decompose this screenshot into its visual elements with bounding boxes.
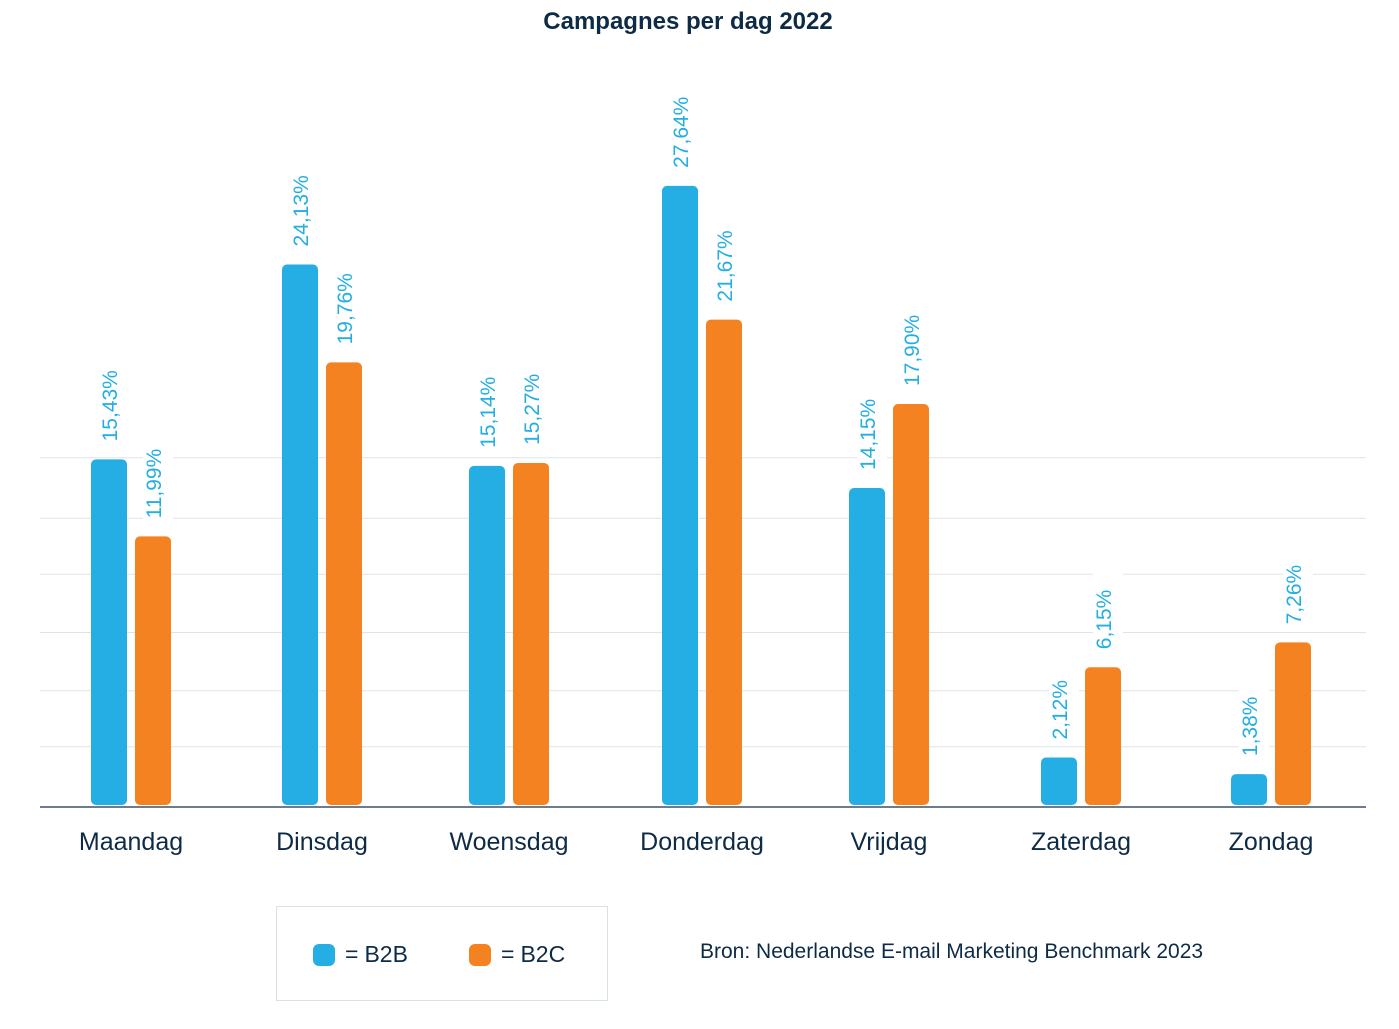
data-label: 1,38% xyxy=(1239,697,1262,757)
bar-b2b-vrijdag xyxy=(849,488,885,805)
category-label: Zondag xyxy=(1229,828,1314,856)
bar-b2b-dinsdag xyxy=(282,264,318,805)
data-label: 6,15% xyxy=(1093,590,1116,650)
data-label: 11,99% xyxy=(143,449,166,519)
data-label: 15,43% xyxy=(99,370,122,441)
bar-b2b-maandag xyxy=(91,459,127,805)
category-label: Maandag xyxy=(79,828,183,856)
data-label-bg xyxy=(857,392,887,473)
data-label-bg xyxy=(1283,546,1313,627)
bar-b2c-maandag xyxy=(135,536,171,805)
data-label-bg xyxy=(521,366,551,447)
legend-item-b2c: = B2C xyxy=(469,941,565,968)
data-label-bg xyxy=(99,363,129,444)
data-label: 15,27% xyxy=(521,374,544,445)
source-note: Bron: Nederlandse E-mail Marketing Bench… xyxy=(700,940,1204,963)
bar-b2b-donderdag xyxy=(662,185,698,805)
bar-b2c-donderdag xyxy=(706,319,742,805)
bar-b2b-zaterdag xyxy=(1041,757,1077,805)
legend-label-b2b: B2B xyxy=(364,941,408,967)
category-label: Zaterdag xyxy=(1031,828,1131,856)
data-label-bg xyxy=(290,168,320,249)
data-label-bg xyxy=(1093,571,1123,652)
legend-equals: = xyxy=(345,941,359,967)
category-label: Woensdag xyxy=(449,828,568,856)
bar-b2c-zaterdag xyxy=(1085,667,1121,805)
bar-b2c-vrijdag xyxy=(893,404,929,805)
bar-b2b-zondag xyxy=(1231,774,1267,805)
data-label-bg xyxy=(1239,678,1269,759)
category-label: Vrijdag xyxy=(851,828,928,856)
data-label-bg xyxy=(714,223,744,304)
data-label: 2,12% xyxy=(1049,680,1072,740)
legend: = B2B = B2C xyxy=(276,906,608,1001)
category-labels: Maandag Dinsdag Woensdag Donderdag Vrijdag Za… xyxy=(79,828,1314,856)
data-label: 7,26% xyxy=(1283,565,1306,625)
data-label-bg xyxy=(477,369,507,450)
legend-label-b2c: B2C xyxy=(520,941,566,967)
data-label-bg xyxy=(143,440,173,521)
bar-chart: 15,43% 24,13% 15,14% 27,64% 14,15% 2,12% 1,38%… xyxy=(40,89,1366,856)
data-label: 27,64% xyxy=(670,97,693,168)
bar-b2b-woensdag xyxy=(469,465,505,805)
bars xyxy=(91,185,1311,805)
data-label-bg xyxy=(334,266,364,347)
data-label: 21,67% xyxy=(714,230,737,301)
data-label-bg xyxy=(901,308,931,389)
legend-swatch-b2b xyxy=(313,943,335,966)
bar-b2c-woensdag xyxy=(513,462,549,805)
gridlines xyxy=(40,457,1366,748)
data-label: 15,14% xyxy=(477,377,500,448)
data-label: 19,76% xyxy=(334,273,357,344)
legend-item-b2b: = B2B xyxy=(313,941,408,968)
legend-swatch-b2c xyxy=(469,943,491,966)
chart-title: Campagnes per dag 2022 xyxy=(543,8,833,35)
data-label: 17,90% xyxy=(901,315,924,386)
data-label-bg xyxy=(1049,661,1079,742)
data-label-bg xyxy=(670,89,700,170)
bar-b2c-dinsdag xyxy=(326,362,362,805)
data-labels: 15,43% 24,13% 15,14% 27,64% 14,15% 2,12% 1,38%… xyxy=(99,89,1313,759)
category-label: Donderdag xyxy=(640,828,764,856)
legend-equals: = xyxy=(501,941,515,967)
data-label: 14,15% xyxy=(857,399,880,470)
category-label: Dinsdag xyxy=(276,828,368,856)
data-label: 24,13% xyxy=(290,175,313,246)
bar-b2c-zondag xyxy=(1275,642,1311,805)
